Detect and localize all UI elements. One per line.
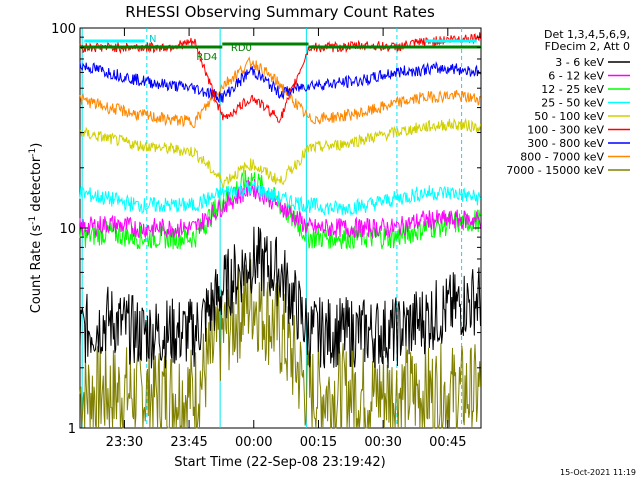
series-line bbox=[79, 56, 481, 129]
x-tick-label: 23:30 bbox=[106, 435, 143, 450]
legend-label: 12 - 25 keV bbox=[541, 83, 604, 96]
x-tick-label: 00:15 bbox=[300, 435, 337, 450]
legend-label: 50 - 100 keV bbox=[534, 110, 604, 123]
y-tick-label: 1 bbox=[68, 422, 76, 437]
x-axis-label: Start Time (22-Sep-08 23:19:42) bbox=[174, 455, 385, 470]
legend-label: 25 - 50 keV bbox=[541, 97, 604, 110]
legend-header-line-2: FDecim 2, Att 0 bbox=[545, 40, 630, 53]
series-layer bbox=[79, 32, 481, 430]
series-line bbox=[79, 32, 481, 123]
legend-header-line-1: Det 1,3,4,5,6,9, bbox=[544, 28, 630, 41]
annotation-label: N bbox=[149, 34, 156, 45]
y-axis-label-exp: -1 bbox=[28, 216, 38, 225]
x-tick-label: 00:45 bbox=[429, 435, 466, 450]
y-tick-label: 100 bbox=[51, 22, 76, 37]
series-line bbox=[79, 181, 481, 217]
legend-label: 3 - 6 keV bbox=[555, 56, 604, 69]
legend-label: 6 - 12 keV bbox=[548, 70, 604, 83]
legend: Det 1,3,4,5,6,9, FDecim 2, Att 0 3 - 6 k… bbox=[506, 28, 630, 177]
series-line bbox=[79, 226, 481, 369]
series-line bbox=[79, 259, 481, 430]
annotation-label: RD4 bbox=[196, 52, 217, 63]
legend-label: 7000 - 15000 keV bbox=[506, 164, 604, 177]
legend-label: 300 - 800 keV bbox=[527, 137, 604, 150]
x-tick-label: 00:30 bbox=[364, 435, 401, 450]
annotation-layer: N RD0 RD4 bbox=[80, 34, 481, 63]
y-axis-label: Count Rate (s-1 detector-1) bbox=[28, 143, 44, 314]
footer-stamp: 15-Oct-2021 11:19 bbox=[560, 468, 636, 477]
series-line bbox=[79, 117, 481, 188]
legend-label: 800 - 7000 keV bbox=[520, 151, 604, 164]
x-tick-label: 00:00 bbox=[235, 435, 272, 450]
annotation-label: RD0 bbox=[231, 43, 252, 54]
legend-label: 100 - 300 keV bbox=[527, 124, 604, 137]
x-tick-label: 23:45 bbox=[170, 435, 207, 450]
chart-title: RHESSI Observing Summary Count Rates bbox=[125, 3, 435, 21]
axis-ticks: 23:30 23:45 00:00 00:15 00:30 00:45 1 10 100 bbox=[51, 22, 481, 450]
series-line bbox=[79, 61, 481, 104]
y-tick-label: 10 bbox=[59, 222, 76, 237]
